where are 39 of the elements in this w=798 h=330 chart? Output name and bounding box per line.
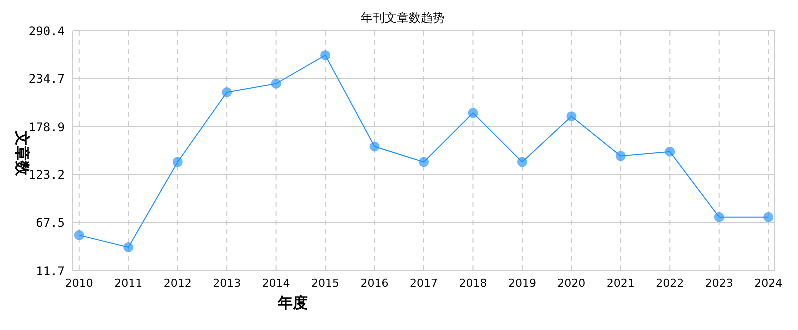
- x-tick-label: 2021: [606, 276, 635, 290]
- x-tick-label: 2016: [360, 276, 389, 290]
- x-tick-label: 2017: [410, 276, 438, 290]
- x-tick-label: 2013: [213, 276, 242, 290]
- point: [517, 157, 528, 168]
- point: [566, 112, 577, 122]
- point: [419, 157, 429, 168]
- chart-title: 年刊文章数趋势: [361, 11, 445, 25]
- x-tick-label: 2011: [114, 276, 143, 290]
- point: [370, 142, 380, 152]
- x-tick-label: 2022: [656, 276, 684, 290]
- point: [616, 151, 626, 162]
- point: [74, 230, 84, 240]
- y-tick-label: 123.2: [28, 168, 65, 182]
- x-tick-label: 2019: [508, 276, 536, 290]
- x-tick-label: 2014: [262, 276, 290, 290]
- point: [124, 242, 134, 252]
- y-tick-label: 11.7: [36, 264, 65, 278]
- x-tick-label: 2020: [558, 276, 586, 290]
- y-tick-label: 234.7: [28, 72, 65, 86]
- x-axis-title: 年度: [278, 294, 308, 313]
- point: [222, 87, 232, 98]
- y-axis-title: 文章数: [12, 131, 32, 176]
- point: [468, 108, 478, 118]
- point: [320, 50, 331, 60]
- x-tick-label: 2012: [164, 276, 192, 290]
- x-tick-label: 2015: [312, 276, 340, 290]
- x-tick-label: 2010: [65, 276, 94, 290]
- point: [271, 78, 282, 89]
- x-tick-label: 2018: [459, 276, 488, 290]
- point: [172, 157, 183, 168]
- x-tick-label: 2023: [705, 276, 734, 290]
- y-tick-label: 178.9: [28, 120, 65, 134]
- point: [714, 212, 724, 222]
- y-tick-label: 67.5: [36, 216, 65, 230]
- point: [764, 212, 774, 222]
- x-tick-label: 2024: [754, 276, 783, 290]
- point: [665, 146, 676, 157]
- y-tick-label: 290.4: [28, 24, 65, 38]
